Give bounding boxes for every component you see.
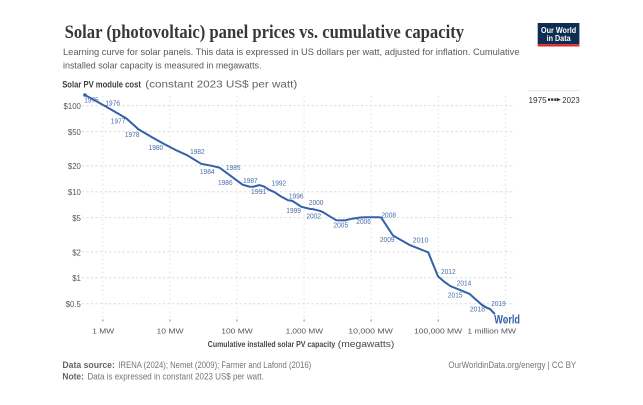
svg-text:1978: 1978: [125, 130, 140, 139]
svg-text:1991: 1991: [251, 187, 267, 196]
svg-text:2000: 2000: [309, 198, 324, 207]
svg-text:1996: 1996: [289, 192, 304, 201]
svg-text:1987: 1987: [243, 176, 258, 185]
svg-text:World: World: [494, 314, 520, 326]
svg-text:1980: 1980: [149, 143, 164, 152]
svg-text:(megawatts): (megawatts): [338, 338, 395, 349]
svg-text:1 MW: 1 MW: [92, 326, 115, 335]
svg-text:1985: 1985: [226, 163, 241, 172]
svg-text:1984: 1984: [200, 167, 215, 176]
svg-text:Note:: Note:: [62, 371, 84, 381]
svg-text:$100: $100: [64, 102, 82, 111]
svg-text:Learning curve for solar panel: Learning curve for solar panels. This da…: [63, 47, 520, 57]
svg-text:2014: 2014: [457, 279, 472, 288]
svg-text:1975: 1975: [529, 95, 547, 105]
svg-text:OurWorldinData.org/energy | CC: OurWorldinData.org/energy | CC BY: [448, 360, 576, 370]
svg-text:$50: $50: [68, 128, 81, 137]
svg-text:100 MW: 100 MW: [221, 326, 253, 335]
svg-text:Solar PV module cost: Solar PV module cost: [62, 79, 141, 89]
svg-text:1986: 1986: [218, 178, 233, 187]
svg-text:Our World: Our World: [541, 26, 576, 35]
svg-text:Data is expressed in constant: Data is expressed in constant 2023 US$ p…: [88, 371, 264, 381]
svg-text:$5: $5: [72, 214, 81, 223]
svg-text:Solar (photovoltaic) panel pri: Solar (photovoltaic) panel prices vs. cu…: [65, 22, 465, 43]
svg-text:installed solar capacity is me: installed solar capacity is measured in …: [63, 61, 262, 71]
svg-text:2005: 2005: [334, 220, 349, 229]
svg-text:2015: 2015: [448, 291, 463, 300]
svg-text:2018: 2018: [470, 304, 485, 313]
svg-text:10 MW: 10 MW: [157, 326, 185, 335]
svg-text:2002: 2002: [306, 211, 321, 220]
svg-text:2023: 2023: [562, 95, 580, 105]
svg-text:$10: $10: [68, 188, 81, 197]
svg-text:10,000 MW: 10,000 MW: [348, 326, 393, 335]
svg-text:1976: 1976: [105, 99, 120, 108]
svg-text:$1: $1: [72, 274, 81, 283]
svg-text:$0.5: $0.5: [66, 300, 82, 309]
svg-text:2019: 2019: [491, 299, 506, 308]
svg-text:2012: 2012: [441, 267, 456, 276]
svg-text:2006: 2006: [356, 217, 371, 226]
svg-text:Data source:: Data source:: [62, 360, 115, 370]
svg-text:in Data: in Data: [547, 34, 572, 43]
svg-text:1982: 1982: [190, 147, 205, 156]
svg-text:$20: $20: [68, 162, 81, 171]
svg-text:1999: 1999: [286, 206, 301, 215]
svg-text:100,000 MW: 100,000 MW: [414, 326, 463, 335]
svg-text:Cumulative installed solar PV: Cumulative installed solar PV capacity: [208, 339, 336, 349]
svg-text:$2: $2: [72, 248, 81, 257]
svg-text:2009: 2009: [380, 235, 395, 244]
svg-text:2008: 2008: [381, 210, 396, 219]
svg-text:1 million MW: 1 million MW: [467, 326, 517, 335]
svg-text:(constant 2023 US$ per watt): (constant 2023 US$ per watt): [145, 79, 297, 90]
svg-text:IRENA (2024); Nemet (2009); Fa: IRENA (2024); Nemet (2009); Farmer and L…: [118, 360, 311, 370]
svg-text:1975: 1975: [84, 95, 99, 104]
svg-text:1,000 MW: 1,000 MW: [286, 326, 324, 335]
svg-text:1992: 1992: [272, 179, 287, 188]
svg-text:2010: 2010: [413, 236, 429, 245]
svg-text:1977: 1977: [111, 116, 126, 125]
